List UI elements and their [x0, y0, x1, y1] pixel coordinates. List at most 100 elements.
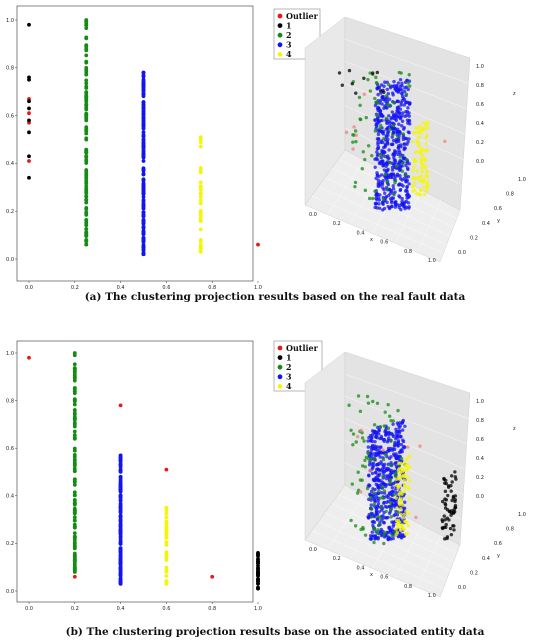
data-point: [84, 36, 89, 41]
data-point: [27, 154, 31, 159]
data-point: [72, 537, 77, 542]
data-point: [141, 183, 146, 188]
data-point: [404, 92, 409, 96]
data-point: [72, 551, 77, 556]
grid-line: [344, 38, 469, 84]
data-point: [256, 557, 260, 561]
x-tick-label: 0.8: [208, 285, 216, 291]
data-point: [404, 509, 408, 513]
y-tick-label: 0.0: [458, 250, 466, 256]
data-point: [370, 153, 374, 158]
data-point: [141, 115, 146, 119]
data-point: [394, 518, 399, 523]
data-point: [357, 95, 362, 100]
data-point: [375, 113, 379, 118]
data-point: [378, 180, 383, 184]
caption-b: (b) The clustering projection results ba…: [65, 626, 485, 638]
data-point: [72, 366, 77, 370]
data-point: [398, 434, 403, 439]
data-point: [352, 125, 356, 129]
data-point: [391, 422, 395, 426]
x-tick-label: 0.6: [380, 575, 388, 581]
data-point: [384, 116, 389, 121]
data-point: [358, 117, 363, 122]
data-point: [422, 148, 427, 153]
data-point: [391, 123, 396, 128]
data-point: [384, 94, 389, 98]
data-point: [27, 159, 31, 163]
data-point: [402, 512, 407, 516]
data-point: [370, 471, 375, 476]
data-point: [198, 187, 203, 192]
data-point: [355, 434, 360, 439]
data-point: [380, 102, 384, 106]
data-point: [401, 418, 405, 423]
y-tick-label: 0.8: [506, 192, 514, 198]
x-tick-label: 0.4: [357, 565, 365, 571]
z-tick-label: 0.4: [476, 121, 484, 127]
data-point: [379, 482, 383, 487]
data-point: [442, 514, 446, 518]
data-point: [373, 457, 377, 461]
data-point: [372, 540, 376, 545]
data-point: [141, 130, 146, 135]
data-point: [72, 376, 77, 381]
data-point: [404, 173, 408, 177]
data-point: [382, 424, 386, 428]
data-point: [388, 197, 393, 201]
data-point: [353, 524, 358, 528]
data-point: [407, 131, 411, 135]
series-2: [84, 18, 89, 247]
data-point: [141, 70, 146, 75]
data-point: [450, 498, 454, 503]
data-point: [384, 516, 389, 520]
series-4: [164, 505, 169, 586]
data-point: [452, 524, 456, 528]
data-point: [406, 486, 410, 490]
data-point: [393, 462, 397, 466]
data-point: [403, 464, 407, 468]
data-point: [141, 221, 146, 226]
data-point: [400, 169, 405, 173]
data-point: [399, 512, 403, 517]
data-point: [405, 456, 409, 460]
data-point: [370, 436, 374, 441]
data-point: [141, 172, 146, 177]
data-point: [402, 478, 406, 483]
data-point: [385, 103, 389, 107]
data-point: [387, 156, 391, 161]
x-tick-label: 0.6: [162, 606, 170, 612]
data-point: [368, 537, 373, 541]
data-point: [118, 482, 123, 486]
data-point: [72, 402, 77, 407]
data-point: [350, 82, 355, 86]
data-point: [453, 470, 457, 474]
data-point: [374, 471, 378, 475]
data-point: [72, 534, 77, 539]
data-point: [375, 483, 380, 487]
data-point: [376, 106, 380, 110]
data-point: [72, 569, 77, 574]
x-tick-label: 0.8: [404, 249, 412, 255]
data-point: [84, 158, 89, 163]
data-point: [381, 457, 386, 462]
data-point: [27, 106, 31, 111]
data-point: [351, 147, 355, 151]
data-point: [366, 457, 371, 461]
data-point: [118, 535, 123, 540]
data-point: [72, 353, 77, 358]
data-point: [84, 72, 89, 77]
data-point: [84, 234, 89, 239]
data-point: [382, 489, 387, 493]
data-point: [379, 491, 384, 495]
data-point: [396, 146, 400, 150]
data-point: [372, 491, 376, 495]
data-point: [404, 163, 408, 168]
data-point: [378, 516, 383, 520]
data-point: [198, 166, 203, 170]
data-point: [384, 476, 389, 481]
data-point: [386, 82, 391, 87]
data-point: [141, 166, 146, 171]
data-point: [407, 119, 411, 123]
data-point: [382, 533, 386, 537]
